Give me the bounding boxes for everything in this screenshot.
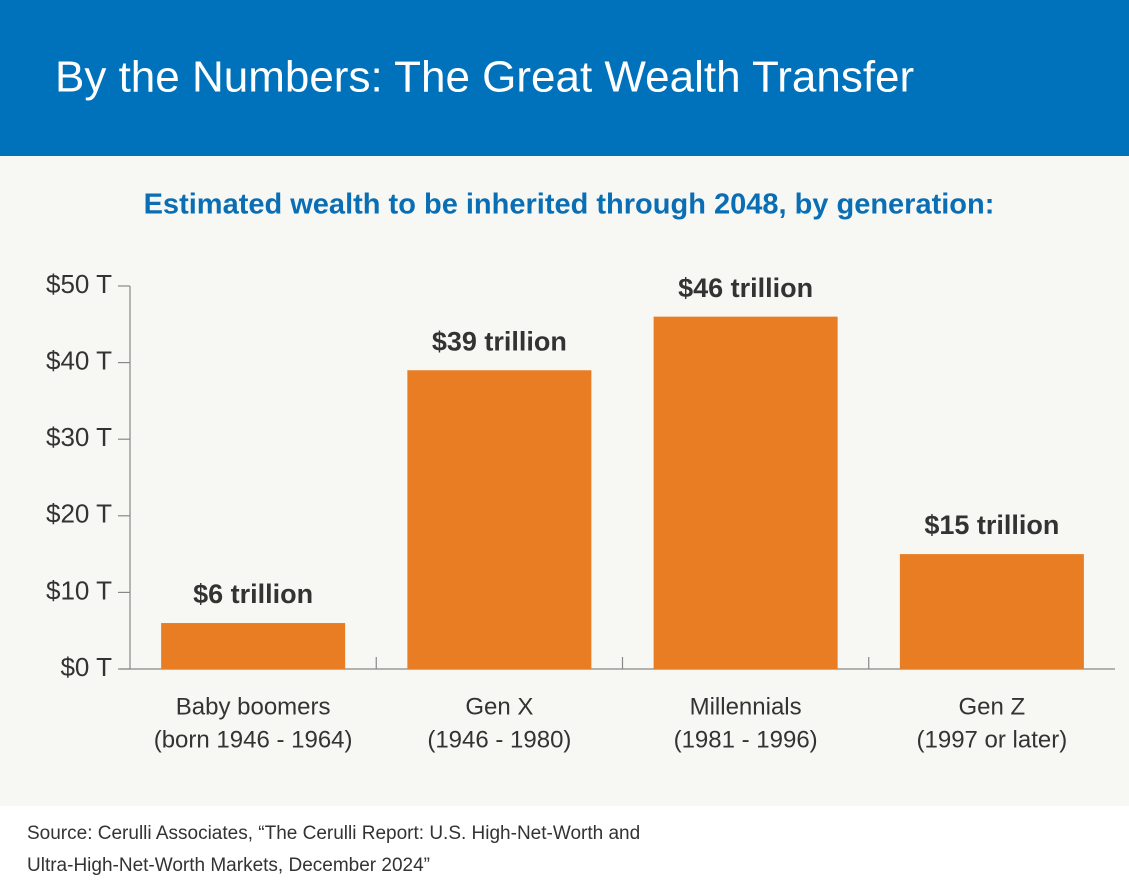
x-tick-label: Gen Z (959, 693, 1026, 720)
source-note: Source: Cerulli Associates, “The Cerulli… (27, 823, 640, 844)
y-tick-label: $10 T (46, 575, 112, 605)
y-tick-label: $40 T (46, 345, 112, 375)
source-note: Ultra-High-Net-Worth Markets, December 2… (27, 855, 430, 876)
bar (899, 554, 1084, 669)
x-tick-label: (1997 or later) (917, 726, 1068, 753)
value-label: $46 trillion (678, 273, 813, 303)
chart-title: By the Numbers: The Great Wealth Transfe… (55, 53, 914, 102)
header-band (0, 0, 1129, 156)
x-tick-label: (1946 - 1980) (427, 726, 571, 753)
y-tick-label: $0 T (60, 652, 112, 682)
x-tick-label: Millennials (690, 693, 802, 720)
x-tick-label: (born 1946 - 1964) (154, 726, 353, 753)
bar (161, 623, 346, 669)
x-tick-label: Baby boomers (176, 693, 331, 720)
y-tick-label: $50 T (46, 269, 112, 299)
x-tick-label: (1981 - 1996) (674, 726, 818, 753)
y-tick-label: $20 T (46, 499, 112, 529)
bar (407, 370, 592, 669)
value-label: $39 trillion (432, 326, 567, 356)
value-label: $15 trillion (924, 510, 1059, 540)
value-label: $6 trillion (193, 579, 313, 609)
chart-subtitle: Estimated wealth to be inherited through… (144, 189, 995, 221)
y-tick-label: $30 T (46, 422, 112, 452)
x-tick-label: Gen X (465, 693, 533, 720)
bar (653, 316, 838, 669)
